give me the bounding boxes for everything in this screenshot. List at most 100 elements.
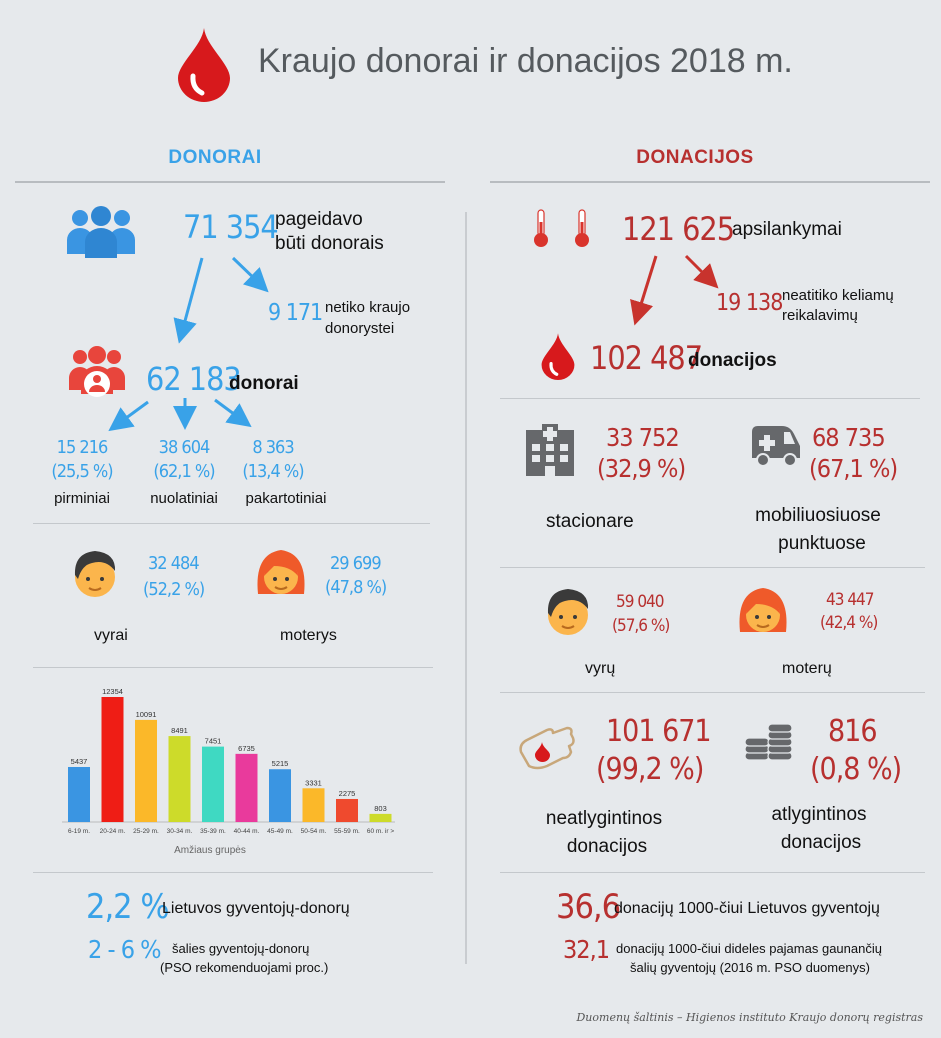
chart-tick-label: 40-44 m. — [234, 828, 260, 835]
women-pct: (47,8 %) — [325, 577, 387, 598]
unfit-label-1: netiko kraujo — [325, 299, 411, 316]
chart-data-label: 6735 — [238, 744, 255, 753]
rejected-value: 19 138 — [716, 290, 783, 316]
divider — [33, 523, 430, 524]
type-label: pakartotiniai — [245, 490, 327, 507]
people-group-icon — [66, 206, 136, 258]
page-title: Kraujo donorai ir donacijos 2018 m. — [258, 42, 793, 80]
chart-data-label: 10091 — [136, 710, 157, 719]
divider — [33, 667, 433, 668]
mobile-label-1: mobiliuosiuose — [755, 505, 881, 526]
unpaid-pct: (99,2 %) — [596, 752, 704, 787]
chart-data-label: 2275 — [339, 789, 356, 798]
blood-drop-logo-icon — [176, 26, 232, 102]
chart-data-label: 3331 — [305, 778, 322, 787]
chart-bar — [269, 769, 291, 822]
wanted-label-2: būti donorais — [275, 233, 384, 254]
source-note: Duomenų šaltinis – Higienos instituto Kr… — [576, 1011, 923, 1024]
donor-rate-value: 2,2 % — [86, 887, 169, 927]
hospital-icon — [525, 424, 575, 476]
chart-tick-label: 6-19 m. — [68, 828, 90, 835]
who-label-2: (PSO rekomenduojami proc.) — [160, 960, 329, 975]
man-avatar-icon — [70, 545, 120, 603]
man-avatar-icon — [543, 583, 593, 641]
chart-bar — [235, 753, 258, 822]
blood-drop-icon — [540, 332, 576, 380]
who-label-1: šalies gyventojų-donorų — [172, 941, 310, 956]
thermometer-icon — [532, 208, 550, 248]
type-pct: (62,1 %) — [153, 461, 215, 482]
divider — [500, 567, 925, 568]
women-value: 29 699 — [330, 553, 382, 574]
chart-data-label: 5215 — [272, 759, 289, 768]
visits-value: 121 625 — [622, 210, 735, 248]
unfit-label-2: donorystei — [325, 320, 395, 337]
age-group-bar-chart: 5437 6-19 m. 12354 20-24 m. 10091 25-29 m. 849… — [62, 687, 395, 835]
woman-avatar-icon — [254, 544, 308, 602]
high-income-label-1: donacijų 1000-čiui dideles pajamas gauna… — [616, 941, 882, 956]
chart-tick-label: 50-54 m. — [301, 828, 327, 835]
donation-rate-label: donacijų 1000-čiui Lietuvos gyventojų — [614, 900, 880, 917]
chart-bar — [68, 766, 90, 822]
chart-tick-label: 35-39 m. — [200, 828, 226, 835]
high-income-label-2: šalių gyventojų (2016 m. PSO duomenys) — [630, 960, 870, 975]
men-label: vyrai — [94, 627, 128, 644]
divider — [500, 692, 925, 693]
type-label: pirminiai — [54, 490, 110, 507]
chart-bar — [168, 736, 191, 822]
divider — [15, 181, 445, 183]
wanted-label-1: pageidavo — [275, 209, 363, 230]
paid-pct: (0,8 %) — [810, 752, 902, 787]
chart-tick-label: 55-59 m. — [334, 828, 360, 835]
men-pct: (52,2 %) — [143, 579, 205, 600]
men-value: 32 484 — [148, 553, 200, 574]
chart-bar — [369, 813, 392, 822]
chart-tick-label: 25-29 m. — [133, 828, 159, 835]
coins-icon — [744, 722, 794, 766]
unpaid-label-2: donacijos — [566, 836, 648, 857]
divider — [33, 872, 433, 873]
rejected-label-2: reikalavimų — [782, 307, 858, 324]
chart-bar — [336, 798, 358, 822]
women-donations-pct: (42,4 %) — [820, 613, 878, 633]
visits-label: apsilankymai — [732, 219, 842, 240]
donations-value: 102 487 — [590, 339, 703, 377]
stationary-label: stacionare — [546, 511, 634, 532]
chart-tick-label: 20-24 m. — [100, 828, 126, 835]
women-donations-label: moterų — [782, 660, 832, 677]
donation-rate-value: 36,6 — [556, 887, 621, 927]
donations-label: donacijos — [688, 350, 777, 371]
men-donations-pct: (57,6 %) — [612, 616, 670, 636]
men-donations-label: vyrų — [585, 660, 616, 677]
ambulance-icon — [750, 422, 802, 468]
unfit-value: 9 171 — [268, 300, 323, 326]
type-pct: (25,5 %) — [51, 461, 113, 482]
chart-data-label: 803 — [374, 804, 387, 813]
chart-data-label: 12354 — [102, 687, 123, 696]
type-value: 38 604 — [158, 437, 211, 458]
type-pct: (13,4 %) — [242, 461, 304, 482]
mobile-label-2: punktuose — [778, 533, 866, 554]
column-divider — [465, 212, 467, 964]
chart-data-label: 8491 — [171, 726, 188, 735]
donor-rate-label: Lietuvos gyventojų-donorų — [162, 900, 350, 917]
mobile-value: 68 735 — [812, 423, 886, 452]
hand-blood-drop-icon — [517, 722, 575, 772]
stationary-pct: (32,9 %) — [597, 454, 686, 483]
donors-value: 62 183 — [146, 360, 242, 398]
divider — [500, 398, 920, 399]
chart-bar — [202, 746, 224, 822]
wanted-value: 71 354 — [183, 208, 279, 246]
paid-label-2: donacijos — [780, 832, 862, 853]
chart-data-label: 5437 — [71, 757, 88, 766]
paid-value: 816 — [828, 714, 878, 749]
donation-flow-arrows — [630, 254, 719, 326]
type-value: 8 363 — [252, 437, 294, 458]
unpaid-label-1: neatlygintinos — [545, 808, 663, 829]
mobile-pct: (67,1 %) — [809, 454, 898, 483]
women-donations-value: 43 447 — [826, 590, 874, 610]
type-label: nuolatiniai — [150, 490, 218, 507]
chart-bar — [302, 788, 325, 822]
chart-bar — [135, 719, 157, 822]
donors-heading: DONORAI — [168, 147, 262, 168]
